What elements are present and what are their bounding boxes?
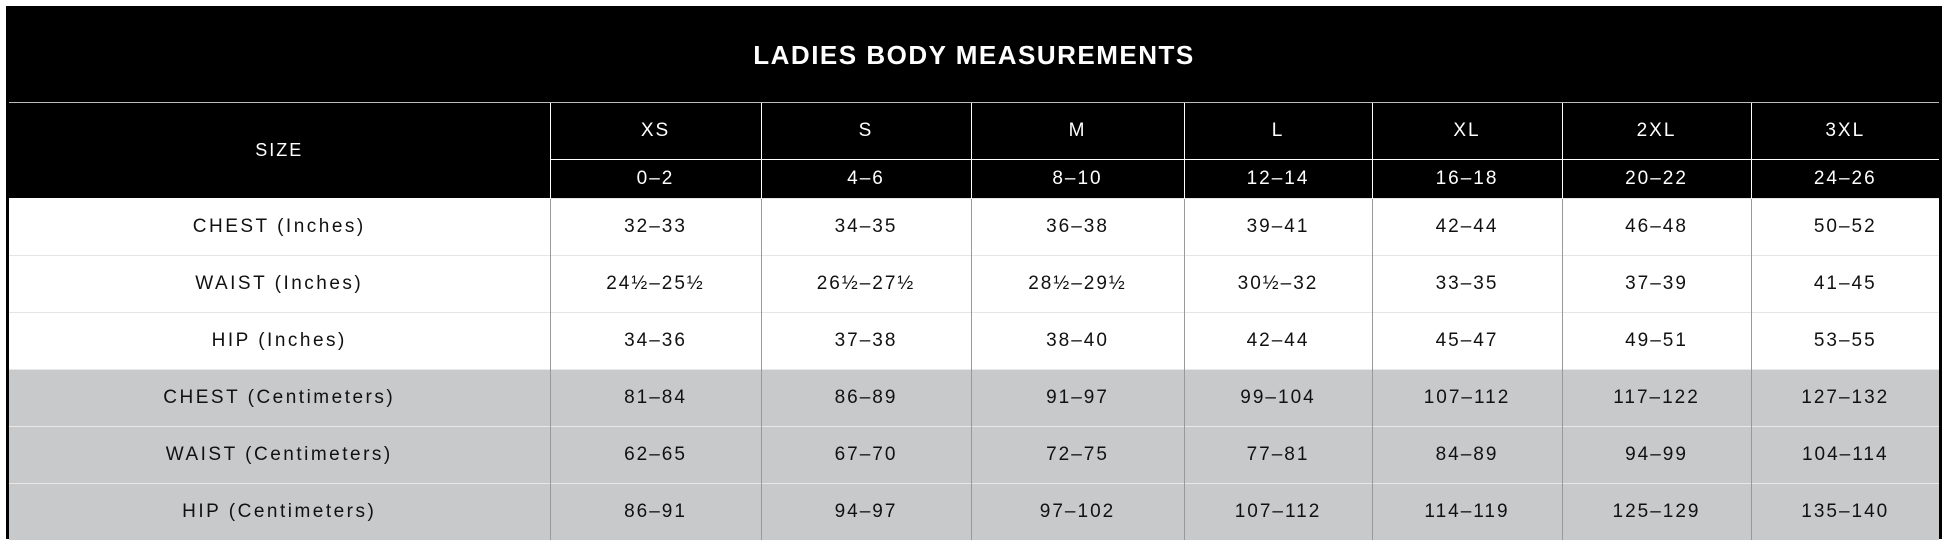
cell: 41–45 [1750,255,1939,313]
size-range: 12–14 [1183,159,1372,199]
size-name: L [1183,103,1372,160]
row-label: WAIST (Centimeters) [9,426,550,484]
data-row: HIP (Centimeters) 86–91 94–97 97–102 107–112… [9,483,1939,540]
cell: 86–91 [549,483,761,540]
header-row: SIZE XS S M L XL 2XL 3XL [9,103,1939,199]
cell: 62–65 [549,426,761,484]
cell: 104–114 [1750,426,1939,484]
cell: 81–84 [549,369,761,427]
cell: 49–51 [1561,312,1751,370]
size-name: XL [1371,103,1562,160]
size-name: 3XL [1750,103,1939,160]
cell: 86–89 [760,369,971,427]
cell: 30½–32 [1183,255,1372,313]
cell: 72–75 [970,426,1184,484]
cell: 37–38 [760,312,971,370]
cell: 84–89 [1371,426,1562,484]
cell: 99–104 [1183,369,1372,427]
cell: 50–52 [1750,198,1939,256]
size-label: SIZE [9,103,550,199]
cell: 26½–27½ [760,255,971,313]
cell: 42–44 [1371,198,1562,256]
cell: 37–39 [1561,255,1751,313]
cell: 34–35 [760,198,971,256]
row-label: CHEST (Inches) [9,198,550,256]
size-name: M [970,103,1184,160]
cell: 127–132 [1750,369,1939,427]
cell: 94–99 [1561,426,1751,484]
size-name: 2XL [1561,103,1751,160]
measurement-table: SIZE XS S M L XL 2XL 3XL 0–2 4–6 8–10 12–14 16–18 20–… [9,103,1939,540]
cell: 28½–29½ [970,255,1184,313]
cell: 34–36 [549,312,761,370]
cell: 114–119 [1371,483,1562,540]
cell: 39–41 [1183,198,1372,256]
cell: 91–97 [970,369,1184,427]
cell: 33–35 [1371,255,1562,313]
cell: 53–55 [1750,312,1939,370]
size-range: 8–10 [970,159,1184,199]
cell: 117–122 [1561,369,1751,427]
cell: 46–48 [1561,198,1751,256]
row-label: HIP (Inches) [9,312,550,370]
size-range: 20–22 [1561,159,1751,199]
data-row: WAIST (Centimeters) 62–65 67–70 72–75 77–81 8… [9,426,1939,484]
data-row: CHEST (Centimeters) 81–84 86–89 91–97 99–104… [9,369,1939,427]
title: LADIES BODY MEASUREMENTS [9,9,1939,103]
cell: 36–38 [970,198,1184,256]
size-range: 16–18 [1371,159,1562,199]
size-range: 4–6 [760,159,971,199]
cell: 107–112 [1183,483,1372,540]
cell: 97–102 [970,483,1184,540]
size-chart: LADIES BODY MEASUREMENTS SIZE XS S M L XL 2XL 3… [6,6,1942,540]
data-row: HIP (Inches) 34–36 37–38 38–40 42–44 45–47 49–… [9,312,1939,370]
cell: 125–129 [1561,483,1751,540]
data-row: WAIST (Inches) 24½–25½ 26½–27½ 28½–29½ 30½–3… [9,255,1939,313]
header-row: 0–2 4–6 8–10 12–14 16–18 20–22 24–26 [9,159,1939,199]
data-row: CHEST (Inches) 32–33 34–35 36–38 39–41 42–44 4… [9,198,1939,256]
row-label: WAIST (Inches) [9,255,550,313]
cell: 42–44 [1183,312,1372,370]
size-name: S [760,103,971,160]
cell: 107–112 [1371,369,1562,427]
cell: 45–47 [1371,312,1562,370]
cell: 32–33 [549,198,761,256]
row-label: HIP (Centimeters) [9,483,550,540]
size-range: 0–2 [549,159,761,199]
cell: 94–97 [760,483,971,540]
size-name: XS [549,103,761,160]
cell: 24½–25½ [549,255,761,313]
cell: 77–81 [1183,426,1372,484]
cell: 67–70 [760,426,971,484]
cell: 135–140 [1750,483,1939,540]
size-range: 24–26 [1750,159,1939,199]
cell: 38–40 [970,312,1184,370]
row-label: CHEST (Centimeters) [9,369,550,427]
